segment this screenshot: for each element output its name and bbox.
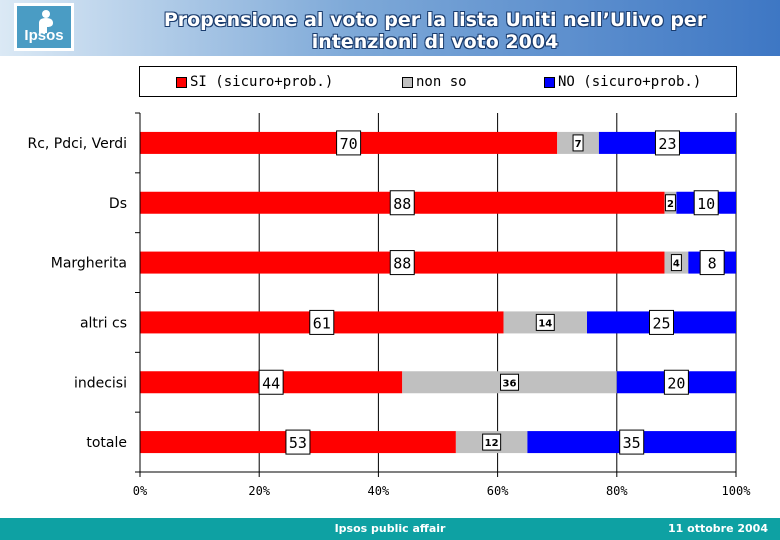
- legend-item-si: SI (sicuro+prob.): [176, 74, 333, 90]
- data-label-box: [336, 130, 362, 156]
- data-label-box: [572, 134, 584, 152]
- legend-swatch-non-so: [402, 76, 413, 88]
- category-label: Rc, Pdci, Verdi: [27, 136, 127, 152]
- legend-swatch-no: [544, 76, 555, 88]
- data-label-si: 53: [289, 434, 307, 452]
- category-label: Ds: [109, 196, 127, 212]
- data-label-si: 70: [340, 135, 358, 153]
- legend-label-si: SI (sicuro+prob.): [190, 74, 334, 90]
- legend-label-non-so: non so: [416, 74, 467, 90]
- data-label-box: [285, 429, 311, 455]
- data-label-no: 10: [697, 195, 715, 213]
- x-tick-label: 60%: [487, 484, 509, 498]
- footer-date: 11 ottobre 2004: [668, 522, 768, 535]
- data-label-non-so: 7: [575, 139, 582, 150]
- data-label-box: [482, 433, 502, 451]
- data-label-box: [500, 373, 520, 391]
- data-label-si: 44: [262, 374, 280, 392]
- legend-item-no: NO (sicuro+prob.): [544, 74, 701, 90]
- title-line-2: intenzioni di voto 2004: [311, 31, 559, 53]
- logo-text: Ipsos: [24, 27, 64, 44]
- data-label-box: [535, 313, 555, 331]
- data-label-non-so: 12: [485, 438, 499, 449]
- data-label-si: 88: [393, 255, 411, 273]
- legend-swatch-si: [176, 76, 187, 88]
- ipsos-logo: Ipsos: [14, 3, 74, 51]
- legend-item-non-so: non so: [402, 74, 467, 90]
- data-label-box: [663, 369, 689, 395]
- page-title: Propensione al voto per la lista Uniti n…: [120, 9, 750, 53]
- x-tick-label: 80%: [606, 484, 628, 498]
- data-label-box: [619, 429, 645, 455]
- data-label-non-so: 4: [673, 259, 680, 270]
- data-label-no: 20: [667, 374, 685, 392]
- x-tick-label: 0%: [133, 484, 148, 498]
- category-label: Margherita: [51, 256, 127, 272]
- x-tick-label: 100%: [722, 484, 752, 498]
- data-label-box: [389, 190, 415, 216]
- data-label-non-so: 36: [503, 378, 517, 389]
- data-label-box: [389, 250, 415, 276]
- category-label: totale: [86, 435, 127, 451]
- data-label-no: 23: [658, 135, 676, 153]
- data-label-box: [654, 130, 680, 156]
- chart-legend: SI (sicuro+prob.) non so NO (sicuro+prob…: [139, 66, 737, 97]
- data-label-no: 35: [623, 434, 641, 452]
- data-label-box: [258, 369, 284, 395]
- stacked-bar-chart: 0% 20% 40% 60% 80% 100% Rc, Pdci, Verdi 70 7 23 Ds…: [27, 112, 752, 498]
- data-label-box: [670, 254, 682, 272]
- title-line-1: Propensione al voto per la lista Uniti n…: [163, 9, 707, 31]
- header-banner: Ipsos Propensione al voto per la lista U…: [0, 0, 780, 56]
- category-label: altri cs: [80, 315, 127, 331]
- legend-label-no: NO (sicuro+prob.): [558, 74, 702, 90]
- data-label-box: [699, 250, 725, 276]
- x-tick-label: 20%: [248, 484, 270, 498]
- data-label-non-so: 14: [538, 318, 552, 329]
- data-label-no: 8: [708, 255, 717, 273]
- category-label: indecisi: [74, 375, 127, 391]
- data-label-box: [664, 194, 676, 212]
- data-label-box: [309, 309, 335, 335]
- data-label-non-so: 2: [667, 199, 674, 210]
- footer-source: Ipsos public affair: [334, 522, 446, 535]
- logo-figure-icon: [39, 10, 53, 33]
- data-label-si: 61: [313, 314, 331, 332]
- data-label-box: [693, 190, 719, 216]
- data-label-no: 25: [652, 314, 670, 332]
- data-label-box: [649, 309, 674, 335]
- x-tick-label: 40%: [368, 484, 390, 498]
- data-label-si: 88: [393, 195, 411, 213]
- footer-bar: Ipsos public affair 11 ottobre 2004: [0, 518, 780, 540]
